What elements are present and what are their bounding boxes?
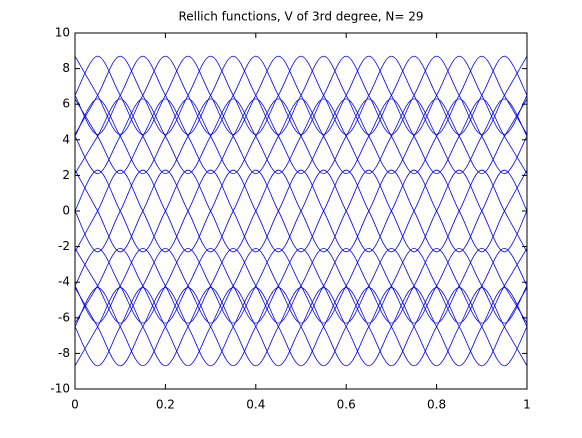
series-line: [75, 55, 527, 135]
series-line: [75, 55, 527, 135]
series-line: [75, 287, 527, 367]
x-tick-label: 0.4: [246, 398, 265, 412]
series-line: [75, 98, 527, 175]
y-tick-label: 10: [55, 26, 70, 40]
y-tick-label: -6: [58, 310, 70, 324]
series-line: [75, 55, 527, 135]
y-tick-label: 8: [62, 61, 70, 75]
x-tick-label: 1: [523, 398, 531, 412]
x-tick-label: 0.2: [156, 398, 175, 412]
series-line: [75, 247, 527, 324]
y-tick-label: -8: [58, 346, 70, 360]
y-tick-label: 4: [62, 132, 70, 146]
series-line: [75, 169, 527, 253]
x-tick-label: 0.6: [337, 398, 356, 412]
y-tick-label: -10: [50, 382, 70, 396]
y-tick-label: -4: [58, 275, 70, 289]
x-tick-label: 0.8: [427, 398, 446, 412]
series-line: [75, 287, 527, 367]
series-line: [75, 287, 527, 367]
series-line: [75, 98, 527, 175]
y-tick-label: -2: [58, 239, 70, 253]
y-tick-label: 0: [62, 204, 70, 218]
chart-title: Rellich functions, V of 3rd degree, N= 2…: [178, 10, 423, 24]
series-line: [75, 169, 527, 253]
series-line: [75, 98, 527, 175]
series-line: [75, 247, 527, 324]
y-tick-label: 2: [62, 168, 70, 182]
series-line: [75, 247, 527, 324]
series-line: [75, 169, 527, 253]
x-tick-label: 0: [71, 398, 79, 412]
y-tick-label: 6: [62, 97, 70, 111]
